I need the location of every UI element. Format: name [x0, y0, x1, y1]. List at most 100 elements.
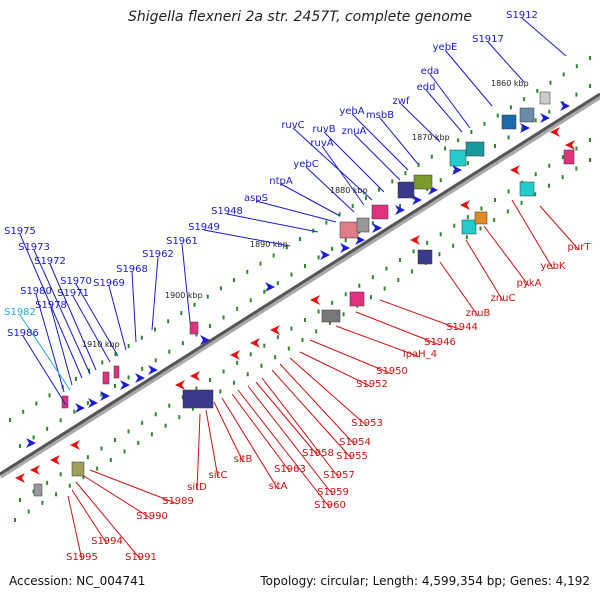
reverse-gene-arrow — [50, 455, 60, 465]
track-tick — [290, 272, 293, 277]
track-tick — [101, 360, 104, 365]
track-tick — [493, 218, 496, 222]
track-tick — [114, 352, 117, 357]
gene-leader-line — [483, 225, 530, 287]
gene-label: sitD — [187, 482, 207, 493]
gene-label: eda — [421, 66, 440, 77]
track-tick — [100, 446, 103, 451]
track-tick — [193, 302, 196, 307]
track-tick — [364, 195, 367, 200]
track-tick — [344, 292, 347, 297]
gene-leader-line — [50, 307, 73, 386]
track-tick — [285, 245, 288, 250]
track-tick — [496, 113, 499, 118]
track-tick — [371, 275, 374, 280]
gene-label: S1970 — [60, 276, 92, 287]
gene-label: S1950 — [376, 366, 408, 377]
track-tick — [589, 158, 591, 162]
sitABCD-block — [182, 389, 214, 409]
reverse-gene-arrow — [410, 235, 420, 245]
gene-leader-line — [511, 199, 554, 270]
kbp-scale-label: 1880 kbp — [330, 186, 368, 195]
track-tick — [561, 155, 564, 160]
gene-leader-line — [465, 239, 504, 302]
gene-label: S1991 — [125, 552, 157, 563]
gene-block-pink — [339, 221, 359, 239]
track-tick — [358, 283, 361, 288]
gene-leader-line — [289, 357, 368, 427]
gene-leader-line — [487, 41, 525, 83]
track-tick — [127, 429, 130, 434]
gene-label: sitC — [209, 470, 228, 481]
track-tick — [317, 255, 320, 260]
track-tick — [589, 56, 591, 60]
gene-label: S1960 — [314, 500, 346, 511]
track-tick — [465, 235, 468, 240]
track-tick — [534, 192, 537, 197]
gene-leader-line — [131, 271, 137, 343]
gene-label: S1990 — [136, 511, 168, 522]
track-tick — [589, 84, 591, 88]
gene-leader-line — [151, 256, 159, 331]
forward-gene-arrow — [452, 165, 462, 175]
track-tick — [575, 166, 578, 171]
gene-label: S1949 — [188, 222, 220, 233]
gene-label: yebE — [433, 42, 458, 53]
track-tick — [575, 92, 578, 97]
track-tick — [438, 252, 441, 257]
purT-block — [519, 181, 535, 197]
track-tick — [222, 315, 225, 320]
forward-gene-arrow — [265, 282, 275, 292]
track-tick — [301, 338, 304, 342]
track-tick — [331, 300, 334, 305]
track-tick — [439, 178, 442, 183]
track-tick — [589, 138, 591, 142]
S1912-block — [539, 91, 551, 105]
gene-leader-line — [305, 166, 355, 213]
track-tick — [74, 376, 77, 381]
gene-leader-line — [221, 397, 279, 490]
track-tick — [22, 409, 25, 414]
track-tick — [209, 378, 211, 382]
track-tick — [480, 206, 483, 211]
gene-label: ipaH_4 — [403, 349, 437, 360]
forward-gene-arrow — [26, 438, 36, 448]
gene-label: S1958 — [302, 448, 334, 459]
track-tick — [430, 154, 433, 159]
track-tick — [88, 368, 91, 373]
gene-leader-line — [321, 145, 365, 206]
track-tick — [150, 432, 153, 437]
track-tick — [479, 226, 482, 231]
track-tick — [55, 492, 58, 497]
gene-leader-line — [89, 469, 179, 505]
track-tick — [452, 243, 455, 248]
track-tick — [195, 386, 198, 391]
forward-gene-arrow — [372, 223, 382, 233]
gene-leader-line — [279, 363, 356, 446]
gene-leader-line — [261, 377, 340, 479]
track-tick — [385, 266, 388, 271]
gene-label: msbB — [366, 110, 394, 121]
track-tick — [222, 369, 225, 374]
track-tick — [109, 458, 112, 462]
accession-label: Accession: NC_004741 — [9, 574, 146, 588]
S1994-block — [71, 461, 85, 477]
track-tick — [391, 179, 394, 184]
track-tick — [536, 88, 539, 93]
gene-block-cyan — [449, 149, 467, 167]
forward-gene-arrow — [135, 373, 145, 383]
gene-label: S1989 — [162, 496, 194, 507]
gene-label: pykA — [517, 278, 542, 289]
track-tick — [411, 269, 414, 274]
track-tick — [507, 135, 510, 140]
gene-label: S1952 — [356, 379, 388, 390]
S1970-block — [102, 371, 110, 385]
gene-leader-line — [379, 117, 419, 165]
backbone-line — [0, 92, 600, 476]
track-tick — [274, 355, 277, 360]
gene-label: S1946 — [424, 337, 456, 348]
gene-label: S1961 — [166, 236, 198, 247]
forward-gene-arrow — [75, 403, 85, 413]
track-tick — [534, 172, 537, 177]
track-tick — [180, 311, 183, 316]
